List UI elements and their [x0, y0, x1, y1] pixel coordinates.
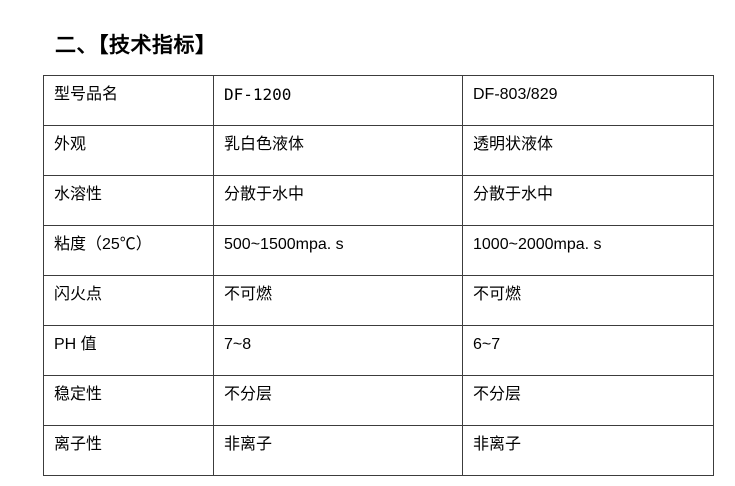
value-cell: 不可燃 — [213, 275, 463, 326]
value-cell: 不可燃 — [462, 275, 714, 326]
value-cell: 500~1500mpa. s — [213, 225, 463, 276]
row-label-cell: 型号品名 — [43, 75, 214, 126]
row-label-cell: 外观 — [43, 125, 214, 176]
value-cell: 1000~2000mpa. s — [462, 225, 714, 276]
row-label-cell: 稳定性 — [43, 375, 214, 426]
table-row: 稳定性 不分层 不分层 — [43, 375, 714, 426]
section-title: 二、【技术指标】 — [55, 34, 217, 57]
table-row: 型号品名 DF-1200 DF-803/829 — [43, 75, 714, 126]
value-cell: 分散于水中 — [462, 175, 714, 226]
value-cell: 非离子 — [213, 425, 463, 476]
value-cell: DF-1200 — [213, 75, 463, 126]
row-label-cell: 粘度（25℃） — [43, 225, 214, 276]
table-row: 离子性 非离子 非离子 — [43, 425, 714, 476]
row-label-cell: PH 值 — [43, 325, 214, 376]
value-cell: 分散于水中 — [213, 175, 463, 226]
table-row: PH 值 7~8 6~7 — [43, 325, 714, 376]
technical-specs-table: 型号品名 DF-1200 DF-803/829 外观 乳白色液体 透明状液体 水… — [43, 75, 714, 476]
value-cell: 6~7 — [462, 325, 714, 376]
value-cell: 7~8 — [213, 325, 463, 376]
row-label-cell: 离子性 — [43, 425, 214, 476]
value-cell: 不分层 — [462, 375, 714, 426]
value-cell: 乳白色液体 — [213, 125, 463, 176]
value-cell: 透明状液体 — [462, 125, 714, 176]
table-row: 闪火点 不可燃 不可燃 — [43, 275, 714, 326]
row-label-cell: 水溶性 — [43, 175, 214, 226]
row-label-cell: 闪火点 — [43, 275, 214, 326]
value-cell: 非离子 — [462, 425, 714, 476]
table-row: 外观 乳白色液体 透明状液体 — [43, 125, 714, 176]
value-cell: 不分层 — [213, 375, 463, 426]
value-cell: DF-803/829 — [462, 75, 714, 126]
table-row: 水溶性 分散于水中 分散于水中 — [43, 175, 714, 226]
table-row: 粘度（25℃） 500~1500mpa. s 1000~2000mpa. s — [43, 225, 714, 276]
